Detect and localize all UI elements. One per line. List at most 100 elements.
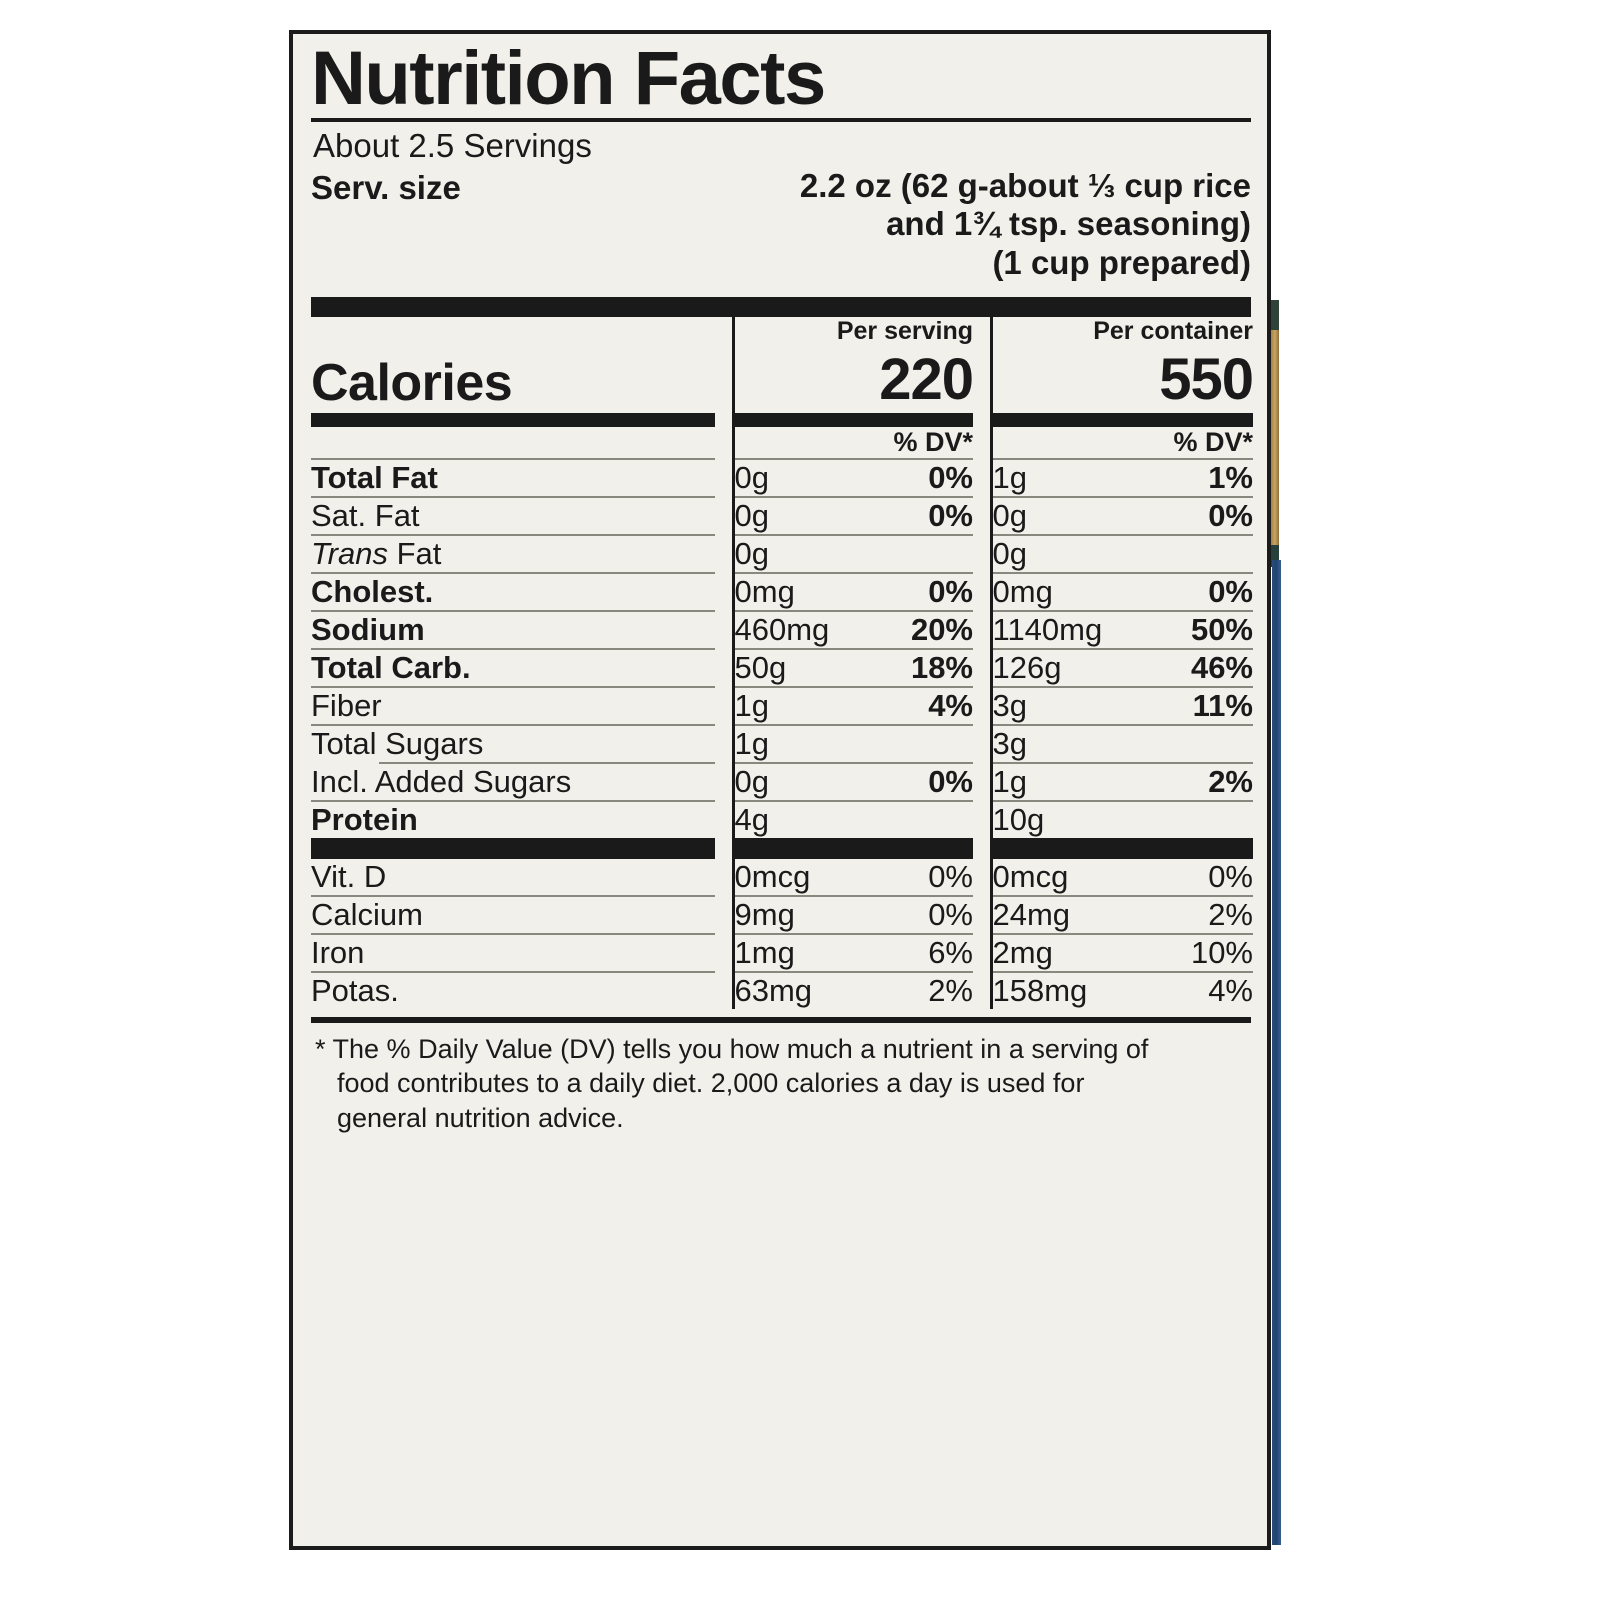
- nutrient-divider: [311, 533, 1253, 536]
- micronutrient-name: Calcium: [311, 896, 423, 932]
- nutrient-divider: [311, 495, 1253, 498]
- table-row: Sodium 460mg 20% 1140mg 50%: [311, 611, 1253, 648]
- nutrient-name: Fiber: [311, 687, 382, 723]
- container-daily-value: 0%: [1208, 497, 1253, 533]
- container-amount: 0g: [989, 535, 1141, 572]
- serving-daily-value: [863, 726, 973, 762]
- calories-per-serving: 220: [731, 345, 974, 413]
- calories-per-container: 550: [989, 345, 1254, 413]
- serving-daily-value: 0%: [928, 497, 973, 533]
- calories-underbar-row: [311, 412, 1253, 427]
- container-daily-value: 11%: [1192, 687, 1253, 723]
- table-row: Calcium 9mg 0% 24mg 2%: [311, 896, 1253, 933]
- page-title: Nutrition Facts: [311, 36, 826, 121]
- micro-bar-name: [311, 837, 715, 859]
- container-amount: 3g: [989, 725, 1141, 762]
- micro-bar-container: [992, 837, 1253, 859]
- table-row: Total Carb. 50g 18% 126g 46%: [311, 649, 1253, 686]
- package-edge-gold-strip: [1271, 330, 1279, 562]
- micronutrient-divider: [311, 970, 1253, 973]
- nutrient-name: Total Carb.: [311, 649, 471, 685]
- serving-daily-value: 0%: [928, 763, 973, 799]
- container-amount: 10g: [989, 801, 1141, 838]
- title-underline: [311, 118, 1251, 123]
- serving-size-line-3: (1 cup prepared): [992, 243, 1251, 281]
- nutrient-name: Cholest.: [311, 573, 434, 609]
- container-amount: 3g: [989, 687, 1141, 724]
- container-amount: 0mcg: [989, 858, 1141, 895]
- calories-label: Calories: [311, 353, 513, 412]
- nutrient-divider: [311, 647, 1253, 650]
- nutrient-divider: [311, 457, 1253, 460]
- table-row: Trans Fat 0g 0g: [311, 535, 1253, 572]
- container-daily-value: 0%: [1208, 573, 1253, 609]
- nutrient-name: Total Fat: [311, 459, 438, 495]
- container-daily-value: 0%: [1208, 858, 1253, 894]
- container-amount: 0mg: [989, 573, 1141, 610]
- header-per-container: Per container: [989, 316, 1253, 346]
- calories-bar-name: [311, 412, 715, 427]
- nutrient-name: Sat. Fat: [311, 497, 420, 533]
- nutrient-name: Protein: [311, 801, 418, 837]
- nutrient-divider: [311, 571, 1253, 574]
- container-daily-value: 50%: [1190, 611, 1253, 647]
- serving-amount: 63mg: [731, 972, 863, 1009]
- column-header-row: Per serving Per container: [311, 316, 1253, 346]
- package-edge-dark-top: [1271, 300, 1279, 332]
- serving-amount: 1g: [731, 725, 863, 762]
- serving-amount: 1g: [731, 687, 863, 724]
- micronutrient-divider: [311, 932, 1253, 935]
- nutrient-name-text: Fat: [396, 535, 442, 571]
- table-row: Iron 1mg 6% 2mg 10%: [311, 934, 1253, 971]
- container-daily-value: 1%: [1208, 459, 1253, 495]
- serving-daily-value: 18%: [910, 649, 973, 685]
- container-daily-value: 2%: [1208, 896, 1253, 932]
- serving-size-label: Serv. size: [311, 168, 461, 206]
- nutrition-facts-label: Nutrition Facts About 2.5 Servings Serv.…: [289, 30, 1271, 1550]
- serving-daily-value: [863, 536, 973, 572]
- container-amount: 2mg: [989, 934, 1141, 971]
- serving-daily-value: 6%: [928, 934, 973, 970]
- serving-daily-value: 0%: [928, 573, 973, 609]
- container-daily-value: 4%: [1208, 972, 1253, 1008]
- footnote-line-3: general nutrition advice.: [337, 1102, 624, 1133]
- footnote: * The % Daily Value (DV) tells you how m…: [311, 1023, 1251, 1136]
- container-daily-value: [1141, 536, 1253, 572]
- serving-daily-value: 0%: [928, 896, 973, 932]
- nutrient-divider: [311, 685, 1253, 688]
- serving-amount: 0g: [731, 763, 863, 800]
- nutrition-table: Per serving Per container Calories 220 5…: [311, 316, 1254, 1009]
- nutrient-rows: Total Fat 0g 0% 1g 1% Sat. Fat 0g 0% 0g 0% Trans F…: [311, 457, 1253, 838]
- serving-amount: 4g: [731, 801, 863, 838]
- footnote-line-2: food contributes to a daily diet. 2,000 …: [337, 1068, 1085, 1099]
- package-edge-dark-bottom: [1271, 545, 1279, 567]
- container-daily-value: 10%: [1190, 934, 1253, 970]
- serving-amount: 0mg: [731, 573, 863, 610]
- container-daily-value: 2%: [1208, 763, 1253, 799]
- dv-header-serving: % DV*: [893, 426, 973, 457]
- table-row: Incl. Added Sugars 0g 0% 1g 2%: [311, 763, 1253, 800]
- nutrient-name: Sodium: [311, 611, 425, 647]
- dv-header-row: % DV* % DV*: [311, 426, 1253, 458]
- serving-size-row: Serv. size 2.2 oz (62 g-about ⅓ cup rice…: [311, 167, 1251, 283]
- container-daily-value: 46%: [1190, 649, 1253, 685]
- footnote-line-1: * The % Daily Value (DV) tells you how m…: [315, 1032, 1247, 1067]
- container-amount: 126g: [989, 649, 1141, 686]
- calories-bar-serving: [734, 412, 973, 427]
- serving-size-separator-bar: [311, 296, 1251, 317]
- micronutrient-separator-row: [311, 837, 1253, 859]
- serving-amount: 460mg: [731, 611, 863, 648]
- serving-daily-value: 0%: [928, 858, 973, 894]
- nutrient-divider: [311, 799, 1253, 802]
- dv-header-container: % DV*: [1173, 426, 1253, 457]
- calories-row: Calories 220 550: [311, 345, 1254, 413]
- serving-amount: 9mg: [731, 896, 863, 933]
- container-amount: 24mg: [989, 896, 1141, 933]
- table-row: Potas. 63mg 2% 158mg 4%: [311, 972, 1253, 1009]
- package-edge-blue-strip: [1272, 560, 1281, 1545]
- container-amount: 158mg: [989, 972, 1141, 1009]
- micronutrient-name: Vit. D: [311, 858, 387, 894]
- micro-bar-serving: [734, 837, 973, 859]
- serving-amount: 0g: [731, 497, 863, 534]
- table-row: Vit. D 0mcg 0% 0mcg 0%: [311, 858, 1253, 895]
